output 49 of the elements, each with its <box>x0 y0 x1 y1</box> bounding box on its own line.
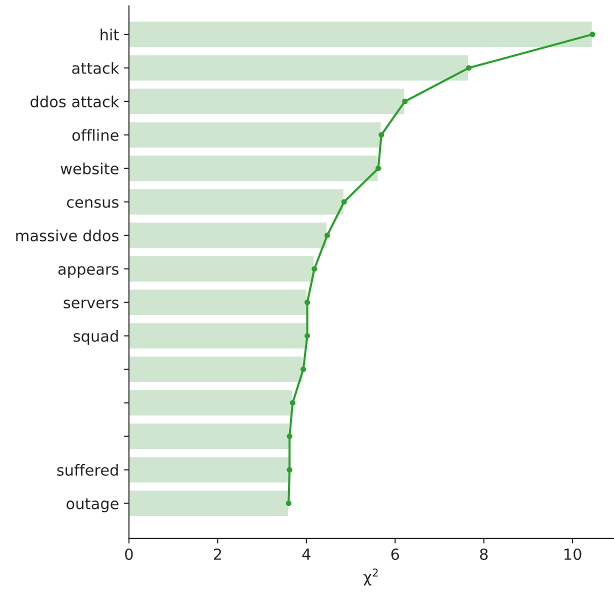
y-tick-label: massive ddos <box>16 230 118 242</box>
bar <box>128 221 328 250</box>
bar <box>128 154 379 182</box>
point <box>304 333 310 339</box>
point <box>300 366 306 372</box>
bar <box>128 288 308 316</box>
point <box>286 500 292 506</box>
bar <box>128 322 308 350</box>
x-tick-label: 8 <box>480 548 488 560</box>
point <box>466 65 472 71</box>
point <box>590 32 596 38</box>
y-tick-label: suffered <box>57 464 118 476</box>
bar <box>128 388 294 417</box>
bar <box>128 20 594 49</box>
bar <box>128 120 382 149</box>
y-tick-label: outage <box>66 498 118 512</box>
bar <box>128 54 470 82</box>
y-tick-label: servers <box>64 300 118 308</box>
bar <box>128 456 290 484</box>
point <box>286 467 292 473</box>
x-tick-label: 4 <box>302 548 310 560</box>
point <box>312 266 318 272</box>
point <box>304 300 310 306</box>
point <box>286 434 292 440</box>
x-axis-title: χ$^{2}$ <box>364 568 378 586</box>
y-tick-label: offline <box>72 129 118 141</box>
point <box>402 98 408 104</box>
x-tick-label: 6 <box>391 548 400 560</box>
x-tick-label: 10 <box>564 548 582 560</box>
y-tick-label: website <box>60 162 118 174</box>
point <box>375 166 382 172</box>
x-tick-label: 2 <box>214 548 221 560</box>
y-tick-label: attack <box>72 62 120 74</box>
bar <box>128 254 316 283</box>
point <box>324 232 330 238</box>
y-tick-label: ddos attack <box>30 96 120 108</box>
bar <box>128 188 345 216</box>
point <box>290 400 296 406</box>
y-tick-label: squad <box>74 330 118 345</box>
point <box>378 132 384 138</box>
y-tick-label: hit <box>100 28 119 40</box>
bar <box>128 422 290 450</box>
bar <box>128 87 406 116</box>
bar <box>128 355 304 384</box>
point <box>341 199 347 205</box>
y-tick-label: census <box>66 199 118 208</box>
y-tick-label: appears <box>58 266 118 278</box>
x-tick-label: 0 <box>125 548 133 560</box>
bar <box>128 489 290 518</box>
